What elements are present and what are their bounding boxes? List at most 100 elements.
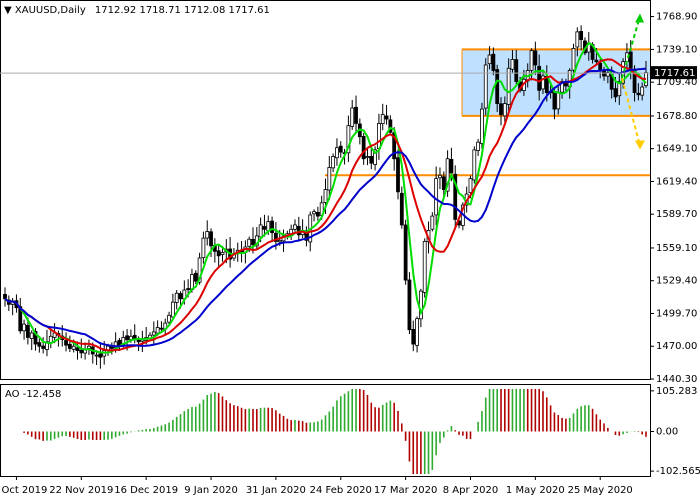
x-tick-label: 17 Mar 2020: [374, 485, 437, 496]
candle-body: [270, 220, 274, 234]
candle-body: [453, 173, 458, 220]
candle-body: [167, 314, 171, 323]
candle-body: [365, 156, 370, 159]
x-tick-label: 16 Dec 2019: [114, 485, 178, 496]
candle-body: [537, 65, 542, 91]
candle-body: [98, 353, 103, 358]
down-arrowhead-icon: [635, 140, 645, 150]
candle-body: [510, 59, 515, 70]
candle-body: [502, 103, 507, 117]
candle-body: [594, 59, 599, 63]
candle-body: [67, 343, 72, 349]
candle-body: [75, 347, 80, 352]
candle-body: [151, 331, 156, 336]
current-price-label: 1717.61: [654, 68, 695, 79]
chart-title: ▼ XAUUSD,Daily 1712.92 1718.71 1712.08 1…: [4, 5, 270, 16]
y-tick-label: 1589.70: [656, 209, 697, 220]
candle-body: [129, 335, 133, 340]
candle-body: [174, 292, 179, 303]
candle-body: [29, 332, 34, 339]
candle-body: [117, 339, 122, 346]
candle-body: [354, 106, 358, 124]
candle-body: [373, 149, 378, 165]
y-tick-label: 1440.30: [656, 374, 697, 385]
x-tick-label: 22 Nov 2019: [49, 485, 113, 496]
projection-arrows: [621, 13, 645, 150]
candle-body: [377, 123, 381, 149]
candle-body: [266, 221, 271, 232]
candle-body: [293, 224, 297, 230]
moving-averages: [4, 41, 647, 354]
candle-body: [125, 335, 129, 341]
candle-body: [37, 342, 42, 347]
candle-body: [506, 67, 511, 105]
candle-body: [22, 323, 26, 332]
candle-body: [178, 293, 183, 300]
candle-body: [388, 119, 393, 133]
candle-body: [369, 156, 374, 164]
candle-body: [247, 238, 252, 247]
candle-body: [533, 50, 538, 66]
candle-body: [315, 212, 320, 217]
candle-body: [216, 250, 221, 257]
ao-tick-label: 0.00: [656, 427, 678, 438]
candle-body: [468, 178, 473, 193]
candle-body: [472, 149, 477, 181]
candle-body: [205, 231, 210, 239]
candle-body: [33, 331, 38, 345]
candle-body: [499, 103, 503, 116]
y-tick-label: 1649.10: [656, 144, 697, 155]
candle-body: [350, 107, 355, 127]
candle-body: [136, 339, 141, 343]
candle-body: [109, 346, 114, 349]
candle-body: [640, 86, 645, 96]
x-tick-label: 1 May 2020: [506, 485, 565, 496]
candle-body: [186, 288, 191, 290]
up-arrowhead-icon: [635, 13, 644, 23]
candle-body: [495, 69, 500, 104]
candle-body: [636, 92, 641, 96]
candle-body: [79, 349, 84, 354]
y-tick-label: 1529.40: [656, 276, 697, 287]
y-axis: 1768.90 1739.10 1709.40 1678.80 1649.10 1619.…: [650, 12, 697, 385]
candle-body: [556, 92, 561, 110]
candle-body: [71, 345, 76, 350]
candle-body: [155, 327, 160, 334]
candle-body: [338, 145, 343, 153]
candle-body: [575, 31, 580, 48]
candle-body: [361, 136, 366, 160]
candle-body: [396, 157, 400, 193]
candle-body: [514, 59, 519, 82]
candle-body: [449, 158, 454, 174]
ao-histogram: 105.283 0.00 -102.565: [23, 386, 700, 477]
candle-body: [251, 238, 255, 246]
candle-body: [613, 88, 618, 98]
candle-body: [483, 64, 488, 109]
candle-body: [529, 50, 534, 71]
candle-body: [617, 81, 622, 97]
symbol-timeframe: XAUUSD,Daily: [15, 5, 86, 16]
y-tick-label: 1739.10: [656, 44, 697, 55]
candle-body: [262, 226, 267, 230]
candle-body: [258, 224, 263, 238]
candle-body: [445, 158, 450, 192]
x-tick-label: 9 Jan 2020: [184, 485, 238, 496]
x-tick-label: 8 Apr 2020: [443, 485, 498, 496]
candle-body: [312, 211, 316, 215]
candle-body: [277, 239, 282, 243]
x-tick-label: 24 Feb 2020: [310, 485, 372, 496]
candle-body: [598, 62, 603, 71]
x-tick-label: 31 Oct 2019: [0, 485, 47, 496]
down-projection-arrow: [621, 77, 641, 146]
candle-body: [132, 334, 137, 339]
candle-body: [403, 224, 408, 281]
candle-body: [541, 75, 545, 90]
candle-body: [323, 189, 328, 203]
candle-body: [434, 178, 439, 216]
y-tick-label: 1619.40: [656, 176, 697, 187]
candle-body: [407, 279, 412, 331]
candle-body: [201, 237, 206, 259]
candle-body: [64, 340, 68, 346]
